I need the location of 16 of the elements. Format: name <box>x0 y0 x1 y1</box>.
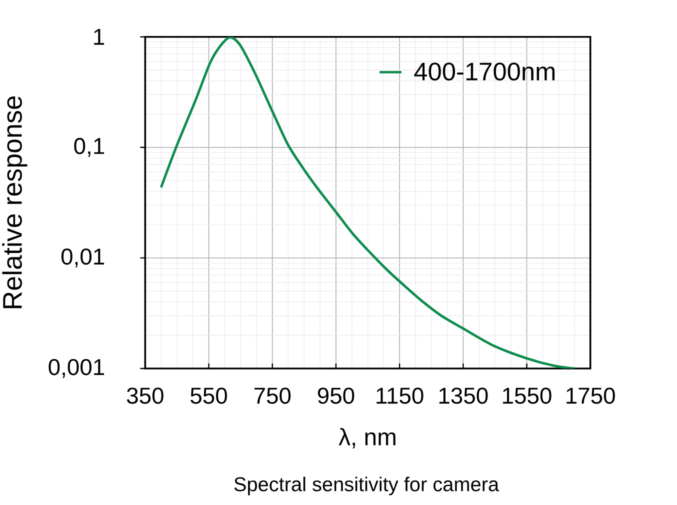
x-tick-label: 350 <box>126 388 164 404</box>
x-tick-label: 950 <box>318 388 354 404</box>
x-tick-label: 1350 <box>439 388 488 404</box>
x-tick-label: 1750 <box>566 388 615 404</box>
legend-label: 400-1700nm <box>414 62 555 81</box>
x-tick-label: 1550 <box>503 388 552 404</box>
x-axis-title: λ, nm <box>338 428 396 448</box>
y-tick-label: 0,01 <box>61 248 104 268</box>
x-tick-label: 550 <box>190 388 227 404</box>
x-tick-label: 1150 <box>376 388 424 404</box>
y-tick-label: 0,1 <box>74 138 104 157</box>
y-tick-label: 1 <box>94 29 104 45</box>
y-tick-label: 0,001 <box>48 359 104 378</box>
text: Spectral sensitivity for camera <box>234 476 500 496</box>
y-axis-title: Relative response <box>2 96 28 308</box>
x-tick-label: 750 <box>254 388 291 404</box>
